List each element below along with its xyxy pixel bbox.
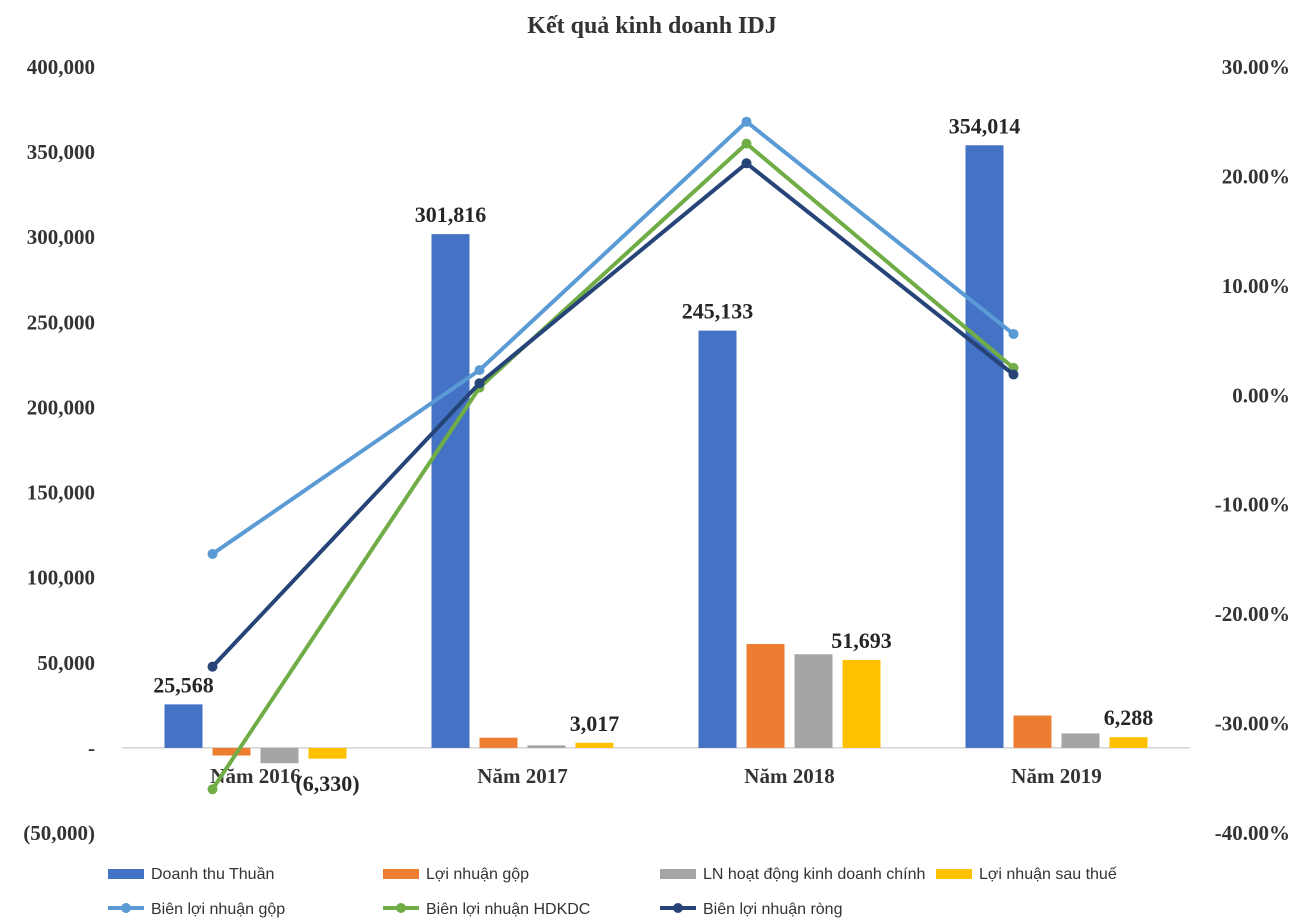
bar	[527, 745, 566, 748]
line-point	[741, 138, 752, 149]
x-axis-category-label: Năm 2019	[1011, 764, 1101, 788]
data-label: 245,133	[682, 299, 754, 324]
legend-label: Lợi nhuận gộp	[426, 866, 529, 883]
left-axis-tick-label: 300,000	[27, 225, 95, 249]
right-axis-tick-label: -10.00%	[1215, 493, 1290, 517]
bar	[698, 330, 737, 748]
line-point	[207, 784, 218, 795]
legend-marker	[396, 903, 406, 913]
line-point	[207, 661, 218, 672]
bar	[212, 747, 251, 756]
right-axis-tick-label: 10.00%	[1222, 274, 1290, 298]
line-point	[474, 378, 485, 389]
right-axis-tick-label: -40.00%	[1215, 821, 1290, 845]
series-line	[211, 119, 1015, 556]
lines	[207, 116, 1019, 795]
bar	[479, 737, 518, 748]
series-line	[210, 141, 1015, 791]
line-point	[1008, 329, 1019, 340]
legend-marker	[673, 903, 683, 913]
legend-label: Biên lợi nhuận ròng	[703, 901, 842, 918]
left-axis-tick-label: 350,000	[27, 140, 95, 164]
left-axis-tick-label: 250,000	[27, 310, 95, 334]
axes: (50,000) - 50,000 100,000 150,000 200,000 250,…	[23, 55, 1290, 845]
data-labels: 25,568 301,816 245,133 354,014 (6,330) 3,017 5…	[153, 113, 1153, 796]
legend-swatch	[108, 869, 144, 879]
bar	[842, 659, 881, 748]
legend-swatch	[383, 869, 419, 879]
bar	[746, 644, 785, 748]
bar	[260, 747, 299, 764]
left-axis-tick-label: 100,000	[27, 566, 95, 590]
left-axis-tick-label: 50,000	[37, 651, 95, 675]
legend: Doanh thu Thuần Lợi nhuận gộp LN hoạt động…	[108, 866, 1117, 918]
line-point	[207, 548, 218, 559]
legend-label: Biên lợi nhuận gộp	[151, 901, 285, 918]
bars	[164, 145, 1148, 764]
bar	[164, 704, 203, 748]
data-label: 301,816	[415, 202, 487, 227]
right-axis-tick-label: 20.00%	[1222, 164, 1290, 188]
right-axis-tick-label: -20.00%	[1215, 602, 1290, 626]
line-point	[474, 365, 485, 376]
left-axis-tick-label: 200,000	[27, 395, 95, 419]
legend-swatch	[936, 869, 972, 879]
left-axis-tick-label: 400,000	[27, 55, 95, 79]
right-axis-tick-label: 30.00%	[1222, 55, 1290, 79]
left-axis-tick-label: 150,000	[27, 481, 95, 505]
bar	[431, 234, 470, 748]
x-axis-category-label: Năm 2018	[744, 764, 834, 788]
bar	[1013, 715, 1052, 748]
legend-label: Biên lợi nhuận HDKDC	[426, 901, 590, 918]
data-label: 51,693	[831, 628, 892, 653]
line-point	[741, 158, 752, 169]
legend-swatch	[660, 869, 696, 879]
bar	[965, 145, 1004, 748]
bar	[794, 654, 833, 748]
left-axis-tick-label: -	[88, 736, 95, 760]
right-axis-tick-label: 0.00%	[1232, 383, 1290, 407]
x-axis-category-label: Năm 2017	[477, 764, 567, 788]
bar	[575, 742, 614, 748]
data-label: 25,568	[153, 672, 214, 697]
left-axis-tick-label: (50,000)	[23, 821, 95, 845]
legend-marker	[121, 903, 131, 913]
legend-label: LN hoạt động kinh doanh chính	[703, 866, 925, 883]
bar	[1061, 733, 1100, 748]
data-label: 3,017	[570, 711, 620, 736]
data-label: 354,014	[949, 113, 1021, 138]
line-point	[741, 116, 752, 127]
series-line	[211, 161, 1015, 669]
bar	[308, 747, 347, 759]
data-label: (6,330)	[295, 771, 359, 796]
legend-label: Doanh thu Thuần	[151, 866, 274, 883]
right-axis-tick-label: -30.00%	[1215, 712, 1290, 736]
data-label: 6,288	[1104, 705, 1154, 730]
legend-label: Lợi nhuận sau thuế	[979, 866, 1117, 883]
chart-title: Kết quả kinh doanh IDJ	[527, 13, 776, 39]
x-axis-category-label: Năm 2016	[210, 764, 300, 788]
bar	[1109, 737, 1148, 748]
line-point	[1008, 369, 1019, 380]
